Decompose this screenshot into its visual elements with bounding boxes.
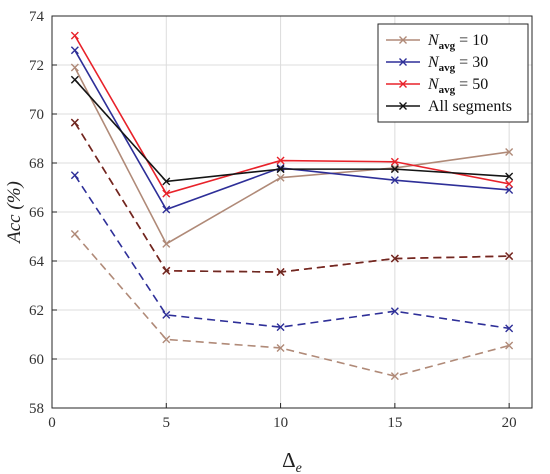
data-point-marker — [70, 171, 79, 180]
series-6 — [70, 171, 514, 333]
y-axis-label: Acc (%) — [4, 181, 25, 245]
data-point-marker — [162, 335, 171, 344]
data-point-marker — [162, 177, 171, 186]
legend-label-subscript: avg — [439, 62, 456, 74]
data-point-marker — [505, 324, 514, 333]
legend-label: Navg = 30 — [427, 54, 488, 74]
x-tick-label: 5 — [163, 415, 171, 431]
data-point-marker — [505, 341, 514, 350]
legend-label: Navg = 10 — [427, 32, 488, 52]
y-tick-label: 58 — [29, 401, 44, 417]
data-point-marker — [505, 252, 514, 261]
series-1 — [70, 63, 514, 248]
data-point-marker — [276, 173, 285, 182]
legend-swatch-marker — [399, 58, 407, 66]
data-point-marker — [390, 157, 399, 166]
data-point-marker — [162, 189, 171, 198]
series-8 — [70, 118, 514, 277]
data-point-marker — [390, 163, 399, 172]
y-tick-label: 74 — [29, 9, 45, 25]
legend-label-symbol: N — [427, 76, 440, 93]
legend-label-subscript: avg — [439, 40, 456, 52]
data-point-marker — [276, 343, 285, 352]
legend-item: Navg = 50 — [386, 76, 488, 96]
y-tick-label: 70 — [29, 107, 44, 123]
data-point-marker — [390, 307, 399, 316]
data-point-marker — [70, 75, 79, 84]
data-point-marker — [276, 165, 285, 174]
x-axis-label-main: Δ — [282, 448, 296, 472]
legend-label-value: = 30 — [455, 54, 488, 71]
series-3 — [70, 31, 514, 198]
x-tick-label: 0 — [48, 415, 56, 431]
data-point-marker — [162, 205, 171, 214]
data-point-marker — [505, 172, 514, 181]
x-tick-label: 10 — [273, 415, 288, 431]
data-point-marker — [390, 254, 399, 263]
legend-label-symbol: N — [427, 54, 440, 71]
legend-label: All segments — [428, 98, 512, 115]
y-tick-label: 64 — [29, 254, 45, 270]
series-5 — [70, 230, 514, 381]
y-tick-label: 60 — [29, 352, 44, 368]
data-point-marker — [162, 266, 171, 275]
series-4 — [70, 75, 514, 186]
x-axis-label-subscript: e — [296, 461, 302, 474]
data-point-marker — [505, 185, 514, 194]
legend-label: Navg = 50 — [427, 76, 488, 96]
data-point-marker — [70, 230, 79, 239]
legend-label-subscript: avg — [439, 84, 456, 96]
legend-item: Navg = 30 — [386, 54, 488, 74]
data-point-marker — [276, 156, 285, 165]
legend-label-value: = 10 — [455, 32, 488, 49]
x-axis-label: Δe — [282, 448, 302, 474]
data-point-marker — [505, 147, 514, 156]
data-point-marker — [390, 372, 399, 381]
y-tick-label: 66 — [29, 205, 45, 221]
x-tick-label: 20 — [502, 415, 517, 431]
data-point-marker — [70, 63, 79, 72]
legend-item: All segments — [386, 98, 512, 115]
legend-label-symbol: N — [427, 32, 440, 49]
legend-label-value: = 50 — [455, 76, 488, 93]
data-point-marker — [505, 179, 514, 188]
data-point-marker — [276, 323, 285, 332]
data-point-marker — [70, 31, 79, 40]
legend-swatch-marker — [399, 80, 407, 88]
series-line — [74, 174, 510, 330]
data-point-marker — [70, 46, 79, 55]
x-tick-label: 15 — [387, 415, 402, 431]
legend-swatch-marker — [399, 102, 407, 110]
data-point-marker — [276, 268, 285, 277]
data-point-marker — [276, 163, 285, 172]
y-tick-label: 72 — [29, 58, 44, 74]
legend-item: Navg = 10 — [386, 32, 488, 52]
data-point-marker — [162, 239, 171, 248]
data-point-marker — [390, 165, 399, 174]
y-tick-label: 62 — [29, 303, 44, 319]
data-point-marker — [390, 176, 399, 185]
y-tick-label: 68 — [29, 156, 44, 172]
data-point-marker — [70, 118, 79, 127]
data-point-marker — [162, 310, 171, 319]
legend-swatch-marker — [399, 36, 407, 44]
series-2 — [70, 46, 514, 214]
